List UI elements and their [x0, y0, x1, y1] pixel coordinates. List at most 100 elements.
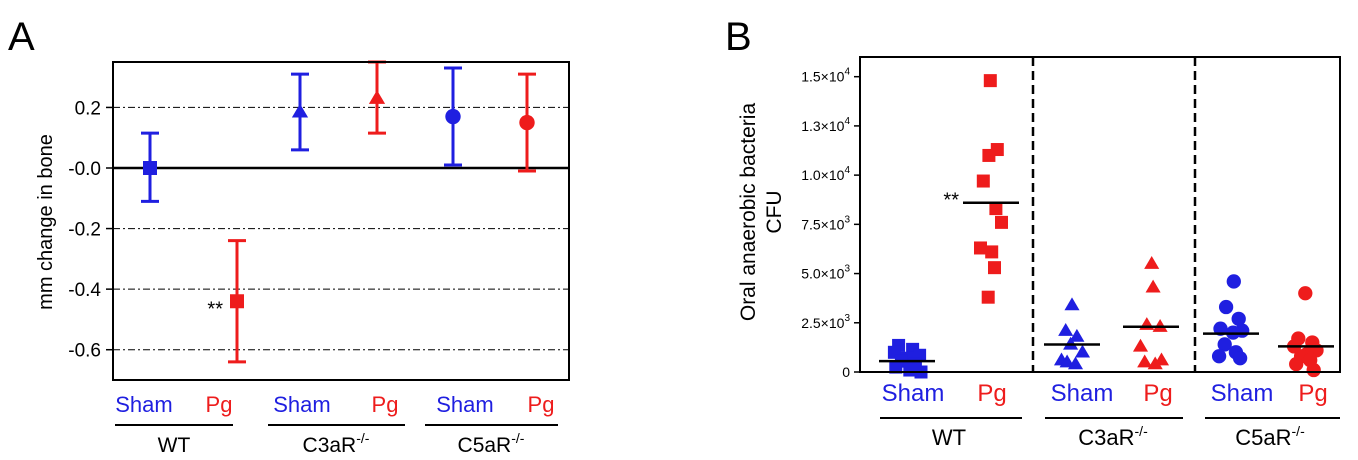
scatter-point — [989, 202, 1003, 216]
y-tick-label: 2.5×103 — [801, 313, 850, 331]
x-category-label: Sham — [882, 380, 945, 407]
group-superscript: -/- — [1292, 423, 1306, 439]
scatter-point — [1218, 299, 1234, 315]
scatter-point — [1289, 356, 1304, 372]
y-tick-exponent: 4 — [844, 67, 850, 78]
scatter-point — [1058, 322, 1074, 336]
mean-marker — [368, 90, 386, 104]
panel-a-x-labels: Sham Pg Sham Pg Sham Pg WT C3aR-/- C5aR-/- — [115, 392, 558, 457]
scatter-point — [982, 148, 996, 162]
group-label: C3aR-/- — [303, 430, 370, 457]
scatter-point — [1074, 344, 1091, 358]
y-tick-label: 5.0×103 — [801, 264, 850, 282]
y-tick-label: 7.5×103 — [801, 214, 850, 232]
x-category-label: Pg — [206, 392, 233, 417]
y-tick-label: 0 — [842, 364, 850, 380]
panel-b-marks: ** — [879, 74, 1334, 379]
x-category-label: Pg — [1143, 380, 1172, 407]
scatter-point — [1067, 356, 1084, 370]
y-tick-base: 1.0×10 — [801, 167, 844, 183]
mean-marker — [519, 114, 535, 131]
scatter-point — [1137, 354, 1153, 368]
scatter-series — [1203, 274, 1259, 366]
panel-a-y-axis-label: mm change in bone — [35, 134, 57, 310]
scatter-point — [1298, 286, 1313, 301]
y-tick-label: 1.3×104 — [801, 116, 850, 134]
scatter-point — [976, 174, 990, 188]
scatter-point — [974, 241, 987, 255]
y-tick-label: -0.4 — [68, 280, 101, 301]
y-tick-exponent: 4 — [844, 116, 850, 127]
scatter-point — [1145, 279, 1161, 293]
x-category-label: Pg — [528, 392, 555, 417]
y-tick-label: -0.6 — [68, 341, 101, 362]
group-label: C5aR-/- — [458, 430, 525, 457]
panel-b-y-axis-label-line1: Oral anaerobic bacteria — [737, 103, 760, 322]
panel-a-y-ticks: 0.2 -0.0 -0.2 -0.4 -0.6 — [68, 98, 113, 362]
scatter-point — [988, 261, 1001, 275]
error-bar-point — [291, 72, 309, 152]
group-name: C5aR — [1235, 425, 1291, 450]
panel-b-group-dividers — [1031, 57, 1197, 372]
x-category-label: Sham — [436, 392, 493, 417]
y-tick-base: 1.5×10 — [801, 69, 844, 85]
y-tick-label: -0.2 — [68, 220, 101, 241]
scatter-point — [1231, 311, 1246, 326]
y-tick-label: -0.0 — [68, 159, 101, 180]
y-tick-exponent: 3 — [844, 264, 850, 275]
x-category-label: Sham — [115, 392, 172, 417]
panel-letter-a: A — [8, 15, 35, 59]
x-category-label: Pg — [372, 392, 399, 417]
scatter-point — [889, 360, 903, 374]
y-tick-label: 0.2 — [75, 98, 101, 119]
x-category-label: Sham — [273, 392, 330, 417]
error-bar-point — [518, 72, 536, 173]
group-name: WT — [932, 425, 966, 450]
y-tick-base: 2.5×10 — [801, 315, 844, 331]
y-tick-label: 1.5×104 — [801, 67, 850, 85]
mean-marker — [291, 103, 309, 118]
scatter-series: ** — [943, 74, 1019, 304]
scatter-point — [983, 74, 997, 88]
scatter-point — [1139, 317, 1155, 330]
panel-a-gridlines — [113, 106, 569, 351]
y-tick-exponent: 3 — [844, 313, 850, 324]
x-category-label: Pg — [1298, 380, 1327, 407]
group-name: C3aR — [1078, 425, 1134, 450]
mean-marker — [143, 161, 157, 175]
group-name: WT — [158, 434, 191, 457]
scatter-point — [985, 245, 999, 259]
scatter-point — [1064, 297, 1080, 311]
panel-b-chart: Oral anaerobic bacteria CFU 02.5×1035.0×… — [737, 56, 1341, 450]
y-tick-base: 7.5×10 — [801, 216, 844, 232]
group-label: C5aR-/- — [1235, 423, 1305, 450]
error-bar-point — [141, 131, 159, 203]
scatter-point — [1211, 349, 1227, 364]
group-superscript: -/- — [511, 430, 525, 446]
panel-letter-b: B — [725, 15, 752, 59]
scatter-point — [981, 290, 995, 304]
panel-a-chart: mm change in bone 0.2 -0.0 -0.2 -0.4 -0.6 **… — [35, 60, 570, 457]
y-tick-exponent: 3 — [844, 214, 850, 225]
scatter-point — [995, 215, 1008, 229]
scatter-point — [1217, 337, 1232, 352]
group-label: WT — [158, 434, 191, 457]
scatter-point — [1306, 362, 1321, 378]
scatter-point — [1059, 354, 1075, 368]
scatter-point — [1213, 321, 1228, 336]
error-bar-point — [368, 60, 386, 135]
panel-a-plot-frame — [112, 61, 570, 381]
group-label: WT — [932, 425, 966, 450]
group-superscript: -/- — [1135, 423, 1149, 439]
panel-a-marks: ** — [141, 60, 536, 364]
group-label: C3aR-/- — [1078, 423, 1148, 450]
scatter-series — [1044, 297, 1100, 370]
mean-marker — [230, 294, 244, 309]
scatter-point — [1226, 274, 1241, 289]
scatter-point — [1147, 356, 1163, 370]
y-tick-exponent: 4 — [844, 165, 850, 176]
mean-marker — [445, 108, 461, 125]
error-bar-point: ** — [207, 239, 246, 364]
